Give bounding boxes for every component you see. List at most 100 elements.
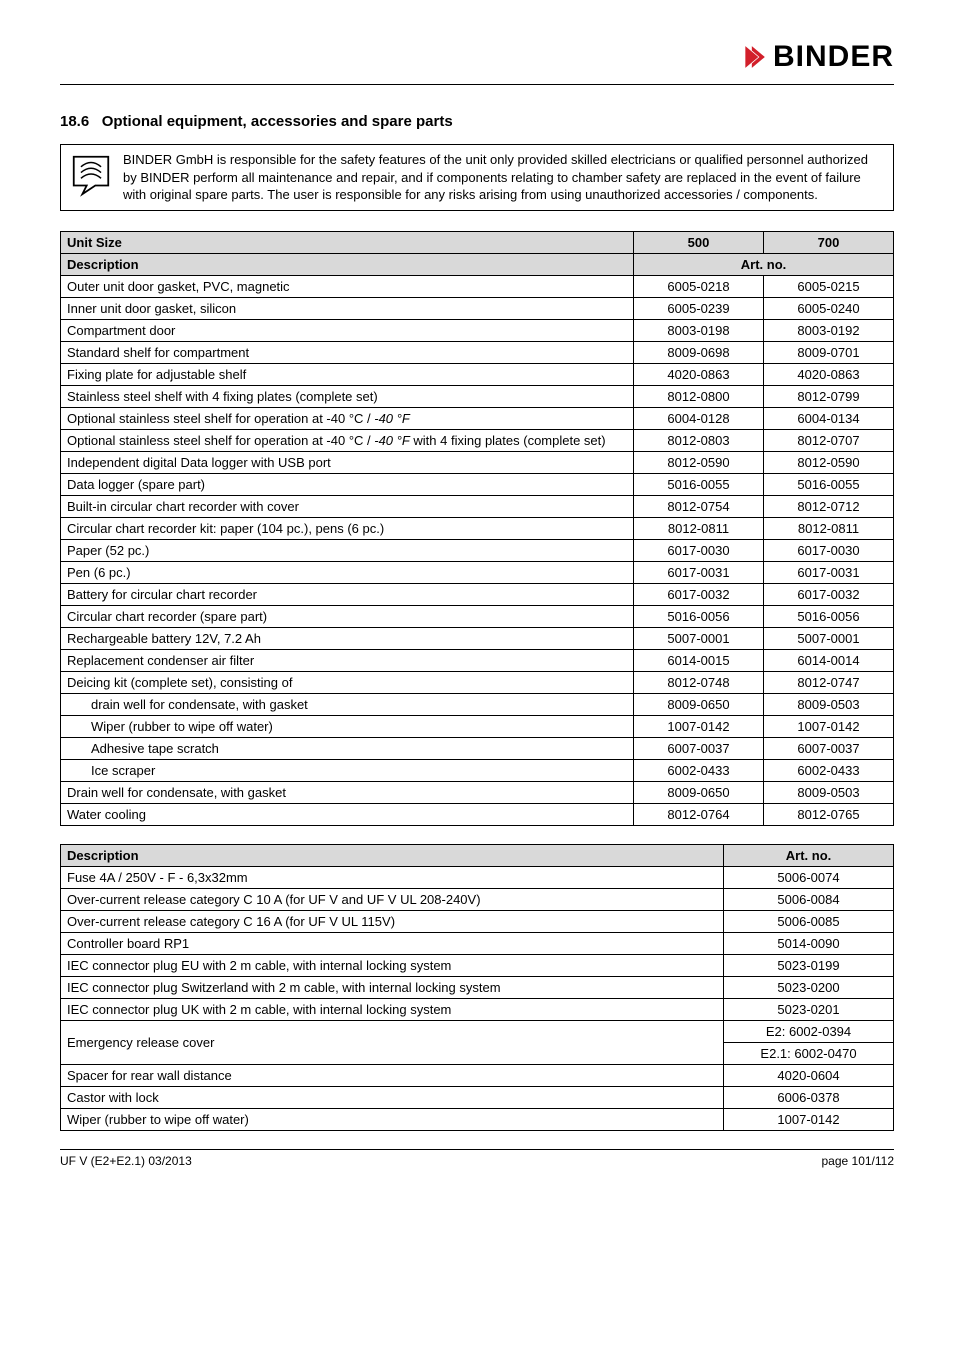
cell-700: 8003-0192 [764, 319, 894, 341]
table-header-row: Description Art. no. [61, 844, 894, 866]
section-heading: 18.6 Optional equipment, accessories and… [60, 113, 894, 130]
table-row: Adhesive tape scratch6007-00376007-0037 [61, 737, 894, 759]
table-row: Fuse 4A / 250V - F - 6,3x32mm5006-0074 [61, 866, 894, 888]
cell-700: 6002-0433 [764, 759, 894, 781]
parts-table-2: Description Art. no. Fuse 4A / 250V - F … [60, 844, 894, 1131]
table-row: Emergency release cover E2: 6002-0394 [61, 1020, 894, 1042]
cell-500: 6014-0015 [634, 649, 764, 671]
cell-description: Stainless steel shelf with 4 fixing plat… [61, 385, 634, 407]
cell-500: 8009-0650 [634, 693, 764, 715]
cell-700: 1007-0142 [764, 715, 894, 737]
header-unit-size: Unit Size [61, 231, 634, 253]
table-row: Circular chart recorder (spare part)5016… [61, 605, 894, 627]
table-row: Battery for circular chart recorder6017-… [61, 583, 894, 605]
cell-description: IEC connector plug Switzerland with 2 m … [61, 976, 724, 998]
header-art-no: Art. no. [724, 844, 894, 866]
footer-right: page 101/112 [821, 1154, 894, 1168]
table-header-row: Unit Size 500 700 [61, 231, 894, 253]
cell-description: Controller board RP1 [61, 932, 724, 954]
cell-500: 6017-0031 [634, 561, 764, 583]
cell-description: Replacement condenser air filter [61, 649, 634, 671]
cell-description: drain well for condensate, with gasket [61, 693, 634, 715]
cell-700: 8009-0503 [764, 693, 894, 715]
table-row: Castor with lock6006-0378 [61, 1086, 894, 1108]
cell-500: 6007-0037 [634, 737, 764, 759]
cell-description: Over-current release category C 16 A (fo… [61, 910, 724, 932]
cell-description: Battery for circular chart recorder [61, 583, 634, 605]
cell-description: Inner unit door gasket, silicon [61, 297, 634, 319]
top-rule [60, 84, 894, 85]
cell-description: Outer unit door gasket, PVC, magnetic [61, 275, 634, 297]
cell-description: Over-current release category C 10 A (fo… [61, 888, 724, 910]
cell-700: 6017-0031 [764, 561, 894, 583]
parts-table-1: Unit Size 500 700 Description Art. no. O… [60, 231, 894, 826]
cell-700: 8012-0747 [764, 671, 894, 693]
notice-icon [61, 145, 121, 210]
cell-description: Ice scraper [61, 759, 634, 781]
table-header-row: Description Art. no. [61, 253, 894, 275]
table-row: Optional stainless steel shelf for opera… [61, 429, 894, 451]
cell-500: 8012-0811 [634, 517, 764, 539]
cell-art: 6006-0378 [724, 1086, 894, 1108]
table-row: Data logger (spare part)5016-00555016-00… [61, 473, 894, 495]
table-row: IEC connector plug EU with 2 m cable, wi… [61, 954, 894, 976]
table-row: IEC connector plug Switzerland with 2 m … [61, 976, 894, 998]
cell-description: Wiper (rubber to wipe off water) [61, 1108, 724, 1130]
cell-500: 8012-0800 [634, 385, 764, 407]
cell-700: 8009-0503 [764, 781, 894, 803]
cell-description: Standard shelf for compartment [61, 341, 634, 363]
cell-art: 1007-0142 [724, 1108, 894, 1130]
table-row: Wiper (rubber to wipe off water)1007-014… [61, 1108, 894, 1130]
cell-500: 8012-0748 [634, 671, 764, 693]
table-row: Paper (52 pc.)6017-00306017-0030 [61, 539, 894, 561]
cell-description: Compartment door [61, 319, 634, 341]
cell-500: 8012-0803 [634, 429, 764, 451]
cell-700: 8012-0811 [764, 517, 894, 539]
cell-700: 5007-0001 [764, 627, 894, 649]
table-row: Spacer for rear wall distance4020-0604 [61, 1064, 894, 1086]
cell-700: 5016-0056 [764, 605, 894, 627]
cell-description: Drain well for condensate, with gasket [61, 781, 634, 803]
cell-description: Circular chart recorder (spare part) [61, 605, 634, 627]
cell-description: Built-in circular chart recorder with co… [61, 495, 634, 517]
header-description: Description [61, 844, 724, 866]
cell-description: Wiper (rubber to wipe off water) [61, 715, 634, 737]
table-row: IEC connector plug UK with 2 m cable, wi… [61, 998, 894, 1020]
cell-500: 8012-0590 [634, 451, 764, 473]
cell-500: 8009-0698 [634, 341, 764, 363]
cell-700: 8012-0590 [764, 451, 894, 473]
cell-description: Optional stainless steel shelf for opera… [61, 407, 634, 429]
cell-500: 6017-0032 [634, 583, 764, 605]
table-row: Compartment door8003-01988003-0192 [61, 319, 894, 341]
section-number: 18.6 [60, 113, 89, 130]
header-700: 700 [764, 231, 894, 253]
cell-description: Emergency release cover [61, 1020, 724, 1064]
cell-art: 5006-0085 [724, 910, 894, 932]
cell-700: 8009-0701 [764, 341, 894, 363]
cell-700: 5016-0055 [764, 473, 894, 495]
table-row: Water cooling8012-07648012-0765 [61, 803, 894, 825]
table-row: Rechargeable battery 12V, 7.2 Ah 5007-000… [61, 627, 894, 649]
header-description: Description [61, 253, 634, 275]
notice-text: BINDER GmbH is responsible for the safet… [121, 145, 893, 210]
cell-500: 6002-0433 [634, 759, 764, 781]
cell-500: 8012-0764 [634, 803, 764, 825]
cell-description: Circular chart recorder kit: paper (104 … [61, 517, 634, 539]
cell-art: 5023-0200 [724, 976, 894, 998]
cell-700: 6005-0215 [764, 275, 894, 297]
cell-500: 4020-0863 [634, 363, 764, 385]
cell-500: 5016-0055 [634, 473, 764, 495]
table-row: Drain well for condensate, with gasket 80… [61, 781, 894, 803]
cell-description: Castor with lock [61, 1086, 724, 1108]
cell-700: 6005-0240 [764, 297, 894, 319]
cell-description: Independent digital Data logger with USB… [61, 451, 634, 473]
cell-description: Rechargeable battery 12V, 7.2 Ah [61, 627, 634, 649]
cell-art: E2: 6002-0394 [724, 1020, 894, 1042]
cell-description: Spacer for rear wall distance [61, 1064, 724, 1086]
cell-700: 8012-0707 [764, 429, 894, 451]
table-row: drain well for condensate, with gasket80… [61, 693, 894, 715]
cell-500: 8003-0198 [634, 319, 764, 341]
table-row: Built-in circular chart recorder with co… [61, 495, 894, 517]
cell-500: 8012-0754 [634, 495, 764, 517]
cell-500: 5016-0056 [634, 605, 764, 627]
